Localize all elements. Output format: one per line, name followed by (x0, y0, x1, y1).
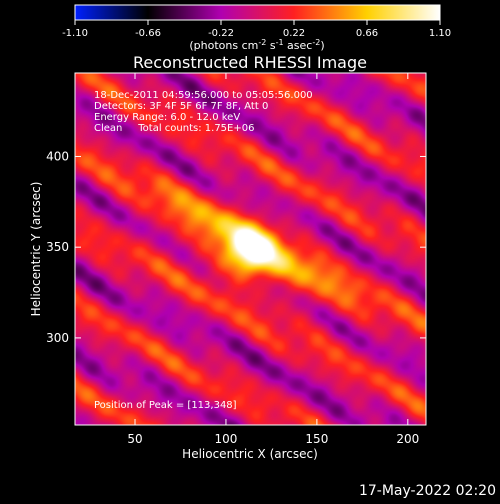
colorbar-gradient (74, 4, 441, 21)
chart-title: Reconstructed RHESSI Image (133, 53, 367, 72)
info-line-detectors: Detectors: 3F 4F 5F 6F 7F 8F, Att 0 (94, 101, 268, 112)
info-line-time: 18-Dec-2011 04:59:56.000 to 05:05:56.000 (94, 90, 313, 101)
colorbar-tick-label: -0.22 (208, 28, 234, 39)
colorbar-tick-label: 0.66 (356, 28, 378, 39)
colorbar-ticks: -1.10 -0.66 -0.22 0.22 0.66 1.10 (62, 20, 451, 39)
x-tick-label: 100 (214, 432, 237, 446)
peak-position-label: Position of Peak = [113,348] (94, 400, 237, 411)
colorbar: -1.10 -0.66 -0.22 0.22 0.66 1.10 (photons cm-… (62, 4, 451, 52)
observation-info: 18-Dec-2011 04:59:56.000 to 05:05:56.000… (94, 90, 313, 134)
x-axis-ticks: 50 100 150 200 (127, 73, 419, 446)
x-tick-label: 150 (305, 432, 328, 446)
x-tick-label: 50 (127, 432, 142, 446)
colorbar-tick-label: 1.10 (429, 28, 451, 39)
x-axis-label: Heliocentric X (arcsec) (182, 447, 318, 461)
y-tick-label: 400 (46, 149, 69, 163)
colorbar-tick-label: 0.22 (283, 28, 305, 39)
x-tick-label: 200 (396, 432, 419, 446)
y-tick-label: 350 (46, 240, 69, 254)
y-axis-label: Heliocentric Y (arcsec) (29, 182, 43, 317)
info-line-energy: Energy Range: 6.0 - 12.0 keV (94, 112, 240, 123)
y-axis-ticks: 300 350 400 (46, 149, 426, 345)
heatmap-area (74, 72, 427, 426)
y-tick-label: 300 (46, 331, 69, 345)
colorbar-unit-label: (photons cm-2 s-1 asec-2) (189, 38, 324, 52)
colorbar-tick-label: -0.66 (135, 28, 161, 39)
info-line-clean: Clean Total counts: 1.75E+06 (94, 123, 254, 134)
heatmap-image (75, 73, 426, 425)
colorbar-tick-label: -1.10 (62, 28, 88, 39)
footer-timestamp: 17-May-2022 02:20 (359, 483, 496, 499)
plot-frame (74, 72, 427, 426)
